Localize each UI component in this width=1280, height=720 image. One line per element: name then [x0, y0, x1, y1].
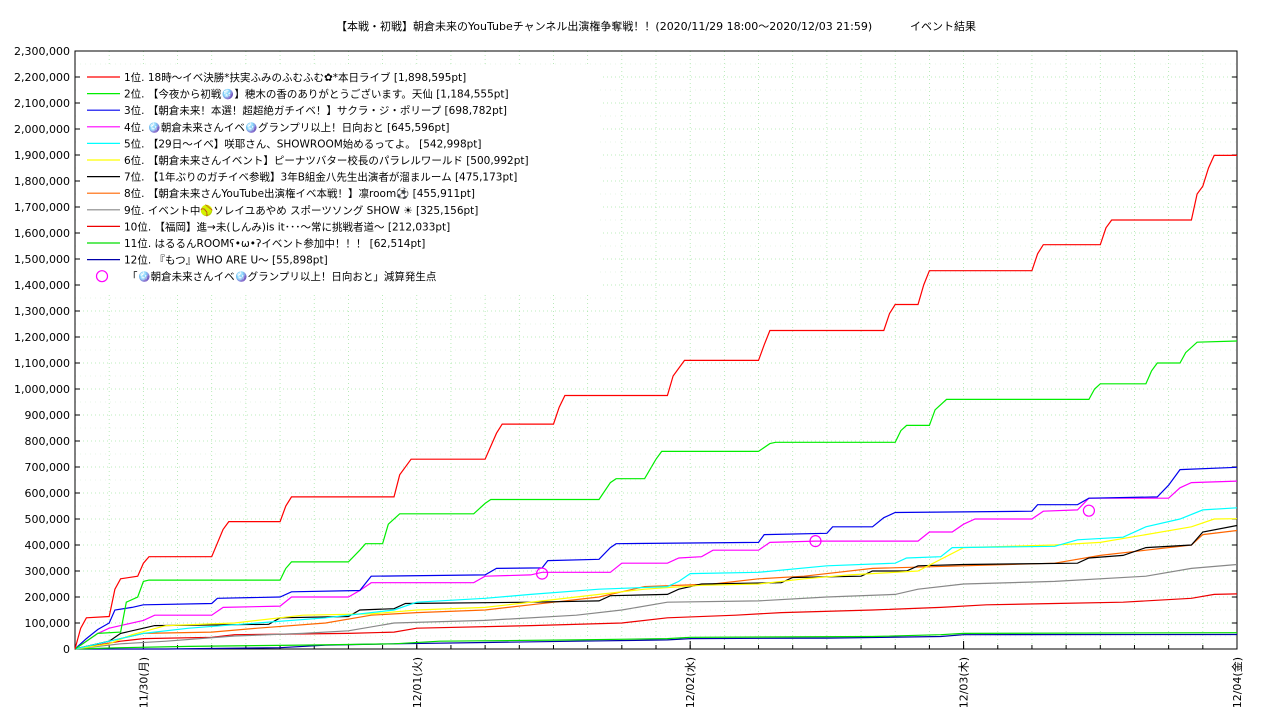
legend-entry: 6位. 【朝倉未来さんイベント】ピーナツバター校長のパラレルワールド [500,…	[124, 154, 529, 167]
y-tick-label: 700,000	[25, 461, 71, 474]
y-tick-label: 1,300,000	[14, 305, 70, 318]
y-tick-label: 600,000	[25, 487, 71, 500]
legend-entry: 5位. 【29日～イベ】咲耶さん、SHOWROOM始めるってよ。 [542,99…	[124, 137, 482, 150]
series-lines	[74, 154, 1238, 650]
y-tick-label: 800,000	[25, 435, 71, 448]
deduction-marker	[809, 534, 822, 548]
x-tick-label: 11/30(月)	[137, 657, 150, 708]
legend-entry: 8位. 【朝倉未来さんYouTube出演権イベ本戦！】凛room⚽ [455,9…	[124, 187, 475, 200]
y-tick-label: 1,400,000	[14, 279, 70, 292]
legend-marker-entry: 「🪩朝倉未来さんイベ🪩グランプリ以上！日向おと」減算発生点	[127, 270, 436, 283]
legend-entry: 4位. 🪩朝倉未来さんイベ🪩グランプリ以上！日向おと [645,596pt]	[124, 121, 449, 134]
legend: 1位. 18時～イベ決勝*扶実ふみのふむふむ✿*本日ライブ [1,898,595…	[80, 66, 600, 292]
grid	[75, 51, 1237, 649]
y-tick-label: 1,800,000	[14, 175, 70, 188]
legend-marker-swatch	[95, 270, 109, 283]
y-tick-label: 1,900,000	[14, 149, 70, 162]
x-tick-label: 12/03(木)	[958, 657, 971, 708]
deduction-marker	[535, 567, 549, 580]
y-tick-label: 1,000,000	[14, 383, 70, 396]
legend-entry: 3位. 【朝倉未来！本選！超超絶ガチイベ！】サクラ・ジ・ポリープ [698,78…	[124, 104, 507, 117]
chart-subtitle: イベント結果	[910, 19, 976, 33]
axes: 0 100,000 200,000 300,000 400,000 500,000 600,…	[14, 45, 1244, 708]
y-tick-label: 0	[63, 643, 70, 656]
y-tick-label: 2,300,000	[14, 45, 70, 58]
series-line-12	[75, 633, 1238, 650]
series-line-6	[74, 518, 1238, 650]
y-tick-label: 500,000	[25, 513, 71, 526]
y-tick-label: 2,100,000	[14, 97, 70, 110]
legend-entry: 2位. 【今夜から初戦🪩】穂木の香のありがとうございます。天仙 [1,184,5…	[124, 88, 509, 101]
x-tick-label: 12/01(火)	[411, 657, 424, 708]
series-line-11	[74, 632, 1238, 650]
y-tick-label: 2,200,000	[14, 71, 70, 84]
y-tick-label: 100,000	[25, 617, 71, 630]
y-tick-label: 900,000	[25, 409, 71, 422]
x-tick-label: 12/02(水)	[684, 657, 697, 708]
legend-entry: 10位. 【福岡】進→未(しんみ)is it･･･～常に挑戦者道～ [212,0…	[124, 220, 450, 233]
series-line-1	[74, 154, 1237, 650]
markers	[535, 504, 1096, 580]
y-tick-label: 2,000,000	[14, 123, 70, 136]
y-tick-label: 1,600,000	[14, 227, 70, 240]
y-tick-label: 1,100,000	[14, 357, 70, 370]
y-tick-label: 1,500,000	[14, 253, 70, 266]
y-tick-label: 1,700,000	[14, 201, 70, 214]
chart-title: 【本戦・初戦】朝倉未来のYouTubeチャンネル出演権争奪戦！！(2020/11…	[336, 19, 872, 33]
series-line-3	[74, 466, 1238, 650]
series-line-7	[74, 524, 1238, 650]
deduction-marker	[1082, 504, 1096, 517]
y-tick-label: 1,200,000	[14, 331, 70, 344]
series-line-4	[74, 480, 1238, 650]
series-line-10	[74, 593, 1238, 650]
series-line-2	[74, 340, 1238, 650]
legend-entry: 1位. 18時～イベ決勝*扶実ふみのふむふむ✿*本日ライブ [1,898,595…	[124, 71, 466, 84]
legend-entry: 11位. はるるんROOMʕ•ω•ʔイベント参加中！！！ [62,514pt]	[124, 237, 425, 250]
x-tick-label: 12/04(金)	[1230, 657, 1244, 708]
legend-background	[80, 66, 600, 292]
legend-entry: 9位. イベント中🥎ソレイユあやめ スポーツソング SHOW ☀ [325,15…	[124, 204, 478, 217]
y-tick-label: 200,000	[25, 591, 71, 604]
series-line-5	[74, 507, 1238, 650]
y-tick-label: 400,000	[25, 539, 71, 552]
legend-entry: 12位. 『もつ』WHO ARE U～ [55,898pt]	[124, 254, 328, 267]
legend-entry: 7位. 【1年ぶりのガチイベ参戦】3年B組金八先生出演者が溜まルーム [475,…	[124, 171, 517, 184]
y-tick-label: 300,000	[25, 565, 71, 578]
series-line-9	[74, 563, 1238, 650]
